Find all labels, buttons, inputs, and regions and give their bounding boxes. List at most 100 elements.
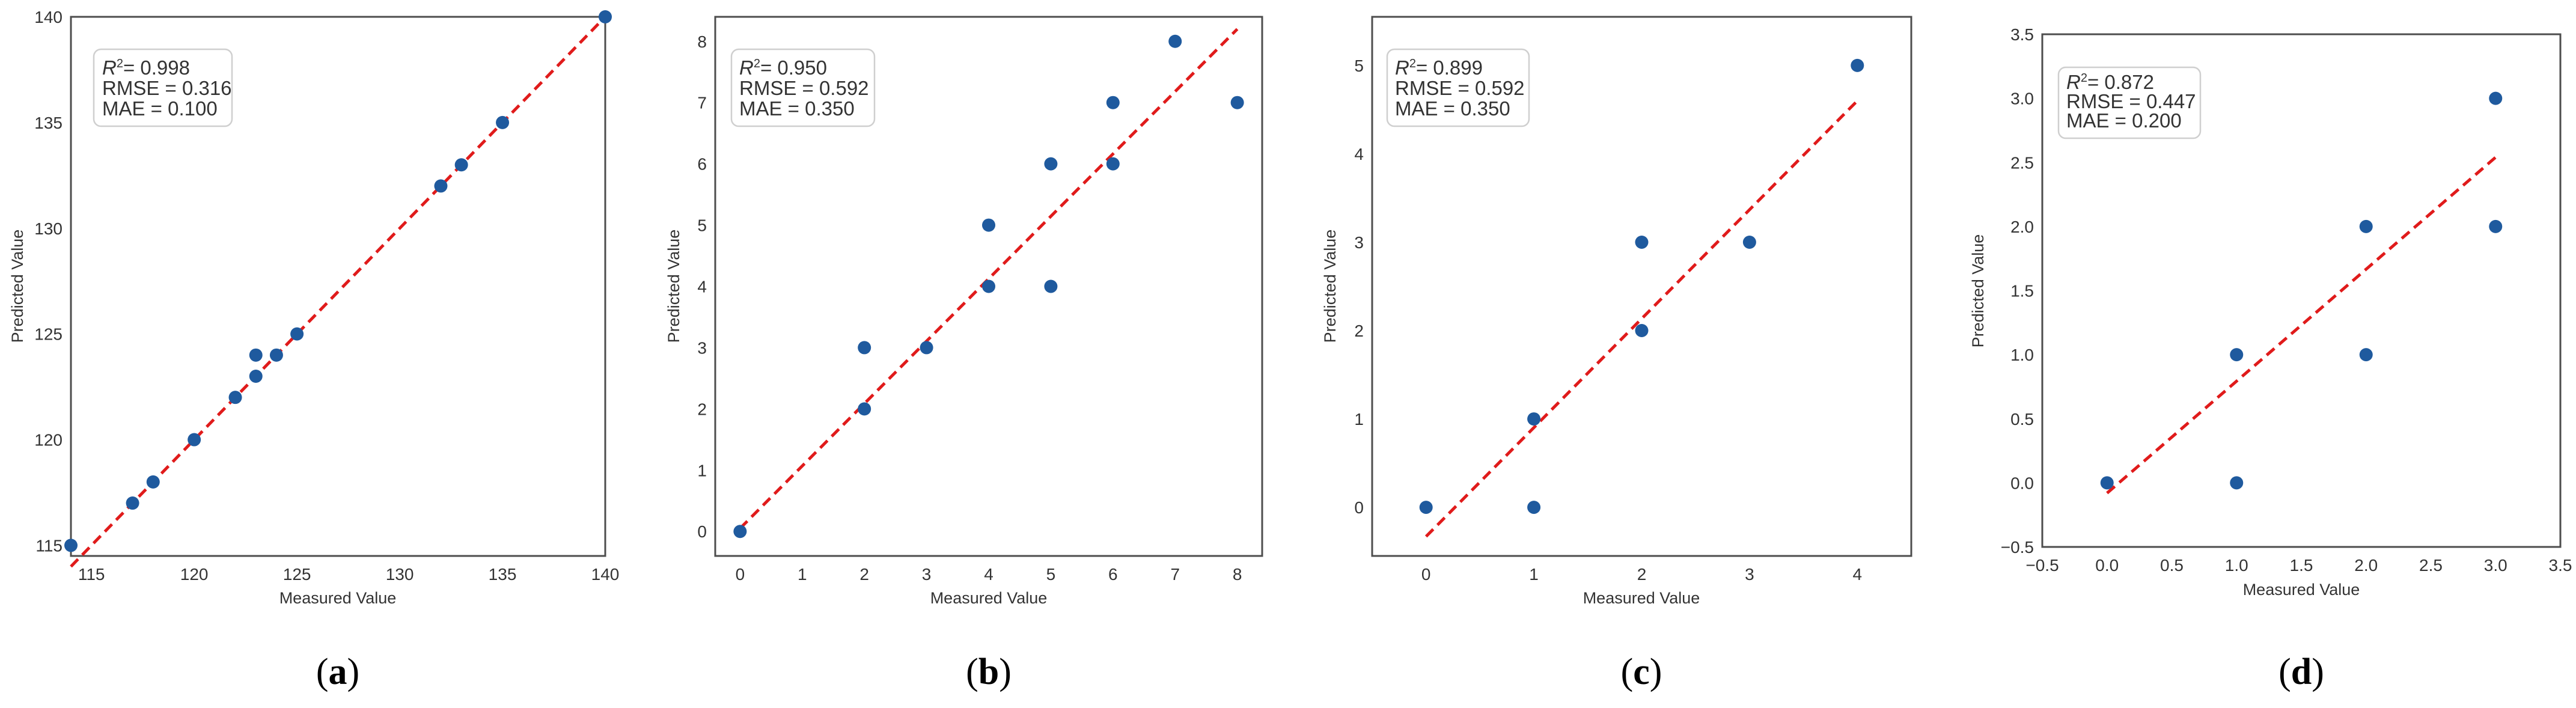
x-tick-label-b: 2 <box>859 565 869 584</box>
rmse-label-c: RMSE = 0.592 <box>1395 77 1525 99</box>
y-tick-label-a: 140 <box>34 8 63 26</box>
x-axis-label-c: Measured Value <box>1583 589 1700 607</box>
x-tick-label-d: 2.0 <box>2354 556 2378 575</box>
plot-frame-b <box>714 16 1263 557</box>
data-point-d <box>2359 219 2373 233</box>
y-tick-label-d: −0.5 <box>2001 538 2034 557</box>
x-tick-label-d: 0.5 <box>2160 556 2184 575</box>
data-point-b <box>920 341 933 355</box>
data-point-b <box>1106 157 1120 171</box>
data-point-b <box>1044 279 1058 293</box>
y-tick-label-a: 135 <box>34 114 63 132</box>
r2-label-a: R2= 0.998 <box>102 56 190 79</box>
x-tick-label-a: 125 <box>283 565 311 584</box>
data-point-b <box>858 341 871 355</box>
data-point-b <box>733 525 747 539</box>
x-tick-label-a: 120 <box>180 565 209 584</box>
data-point-a <box>64 539 78 552</box>
x-tick-label-a: 135 <box>489 565 517 584</box>
data-point-b <box>1044 157 1058 171</box>
r2-value-d: = 0.872 <box>2087 71 2154 93</box>
data-point-a <box>249 348 263 362</box>
x-tick-label-d: 1.5 <box>2290 556 2313 575</box>
y-axis-label-b: Predicted Value <box>665 230 683 343</box>
data-point-c <box>1527 412 1541 426</box>
stats-box-c: R2= 0.899 RMSE = 0.592 MAE = 0.350 <box>1386 48 1530 127</box>
x-tick-label-a: 115 <box>78 565 105 584</box>
y-tick-label-b: 7 <box>697 94 707 112</box>
x-tick-label-d: 0.0 <box>2095 556 2119 575</box>
y-tick-label-c: 0 <box>1354 498 1364 517</box>
x-axis-label-b: Measured Value <box>930 589 1048 607</box>
x-tick-label-d: 3.0 <box>2484 556 2507 575</box>
x-tick-label-b: 1 <box>798 565 807 584</box>
y-tick-label-a: 115 <box>35 536 63 555</box>
x-tick-label-b: 0 <box>736 565 745 584</box>
x-tick-label-c: 3 <box>1745 565 1754 584</box>
data-point-d <box>2230 476 2244 490</box>
y-tick-label-c: 1 <box>1354 410 1364 429</box>
stats-box-d: R2= 0.872 RMSE = 0.447 MAE = 0.200 <box>2057 66 2202 139</box>
panel-a: 115 120 125 130 135 140 115 120 125 130 135 140 R2=… <box>8 8 619 692</box>
mae-label-c: MAE = 0.350 <box>1395 97 1510 120</box>
mae-label-a: MAE = 0.100 <box>102 97 218 120</box>
x-tick-label-b: 7 <box>1170 565 1180 584</box>
data-point-a <box>434 179 448 193</box>
plot-frame-c <box>1371 16 1912 557</box>
data-point-d <box>2489 91 2503 105</box>
plot-frame-d <box>2041 33 2562 548</box>
x-tick-label-d: 2.5 <box>2419 556 2443 575</box>
data-point-a <box>496 115 510 129</box>
x-tick-label-c: 2 <box>1637 565 1647 584</box>
data-point-a <box>269 348 283 362</box>
data-point-d <box>2359 348 2373 362</box>
data-point-a <box>146 475 160 489</box>
rmse-label-d: RMSE = 0.447 <box>2066 90 2196 112</box>
x-tick-label-a: 140 <box>591 565 620 584</box>
stats-box-a: R2= 0.998 RMSE = 0.316 MAE = 0.100 <box>93 48 233 127</box>
data-point-a <box>249 370 263 383</box>
y-tick-label-d: 0.5 <box>2010 410 2034 429</box>
data-point-c <box>1851 58 1864 72</box>
y-tick-label-b: 3 <box>697 338 707 357</box>
fit-line-c <box>1424 99 1859 538</box>
y-axis-label-a: Predicted Value <box>8 230 26 343</box>
data-point-b <box>858 402 871 416</box>
r2-value-c: = 0.899 <box>1416 56 1483 79</box>
y-tick-label-d: 0.0 <box>2010 474 2034 492</box>
r2-label-d: R2= 0.872 <box>2066 71 2154 93</box>
data-point-b <box>1106 96 1120 109</box>
y-tick-label-d: 3.5 <box>2010 25 2034 44</box>
panel-d: −0.5 0.0 0.5 1.0 1.5 2.0 2.5 3.0 3.5 −0.5 0.0 0.5 1.… <box>1969 25 2572 692</box>
data-point-c <box>1419 501 1433 514</box>
r2-value-b: = 0.950 <box>760 56 827 79</box>
data-point-d <box>2230 348 2244 362</box>
data-point-a <box>228 391 242 404</box>
panel-caption-a: (a) <box>316 652 359 692</box>
panel-c: 0 1 2 3 4 0 1 2 3 4 5 R2= 0.899 RMSE = 0.592 MAE =… <box>1321 16 1912 692</box>
data-point-a <box>454 158 468 172</box>
y-tick-label-c: 5 <box>1354 56 1364 75</box>
x-tick-label-d: 1.0 <box>2225 556 2248 575</box>
panel-b: 0 1 2 3 4 5 6 7 8 0 1 2 3 4 5 6 7 8 R2= 0.950 RMSE = 0.59… <box>665 16 1263 692</box>
y-tick-label-b: 4 <box>697 278 707 296</box>
y-tick-label-a: 125 <box>34 325 63 344</box>
y-tick-label-d: 3.0 <box>2010 90 2034 108</box>
fit-line-a <box>70 16 606 568</box>
data-point-c <box>1527 501 1541 514</box>
x-tick-label-d: −0.5 <box>2025 556 2059 575</box>
y-tick-label-d: 1.0 <box>2010 346 2034 364</box>
r2-label-b: R2= 0.950 <box>739 56 827 79</box>
r2-label-c: R2= 0.899 <box>1395 56 1483 79</box>
x-axis-label-a: Measured Value <box>279 589 397 607</box>
x-tick-label-c: 0 <box>1421 565 1431 584</box>
fit-line-b <box>739 28 1239 529</box>
x-tick-label-b: 3 <box>922 565 932 584</box>
x-tick-label-b: 8 <box>1233 565 1242 584</box>
y-tick-label-b: 0 <box>697 522 707 541</box>
y-tick-label-b: 1 <box>697 461 707 480</box>
x-tick-label-c: 4 <box>1853 565 1863 584</box>
y-axis-label-d: Predicted Value <box>1969 234 1987 348</box>
data-point-d <box>2100 476 2114 490</box>
